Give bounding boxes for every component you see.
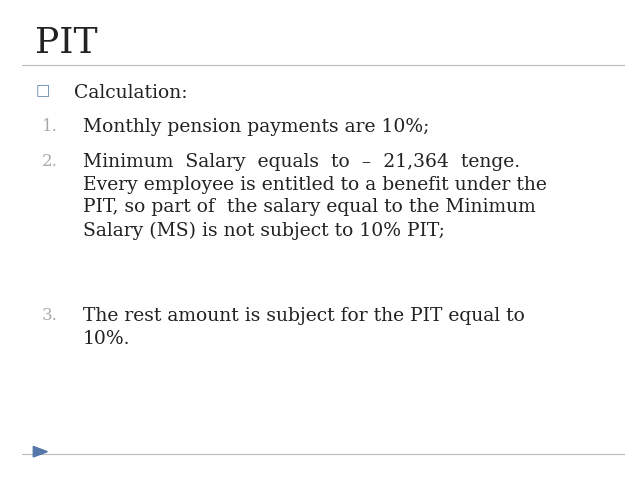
Text: Monthly pension payments are 10%;: Monthly pension payments are 10%; xyxy=(83,118,429,136)
Text: Minimum  Salary  equals  to  –  21,364  tenge.
Every employee is entitled to a b: Minimum Salary equals to – 21,364 tenge.… xyxy=(83,153,547,240)
Polygon shape xyxy=(33,446,47,457)
Text: 3.: 3. xyxy=(42,307,58,324)
Text: 1.: 1. xyxy=(42,118,58,134)
Text: PIT: PIT xyxy=(35,26,98,60)
Text: 2.: 2. xyxy=(42,153,58,169)
Text: □: □ xyxy=(35,84,49,98)
Text: Calculation:: Calculation: xyxy=(74,84,187,102)
Text: The rest amount is subject for the PIT equal to
10%.: The rest amount is subject for the PIT e… xyxy=(83,307,525,348)
